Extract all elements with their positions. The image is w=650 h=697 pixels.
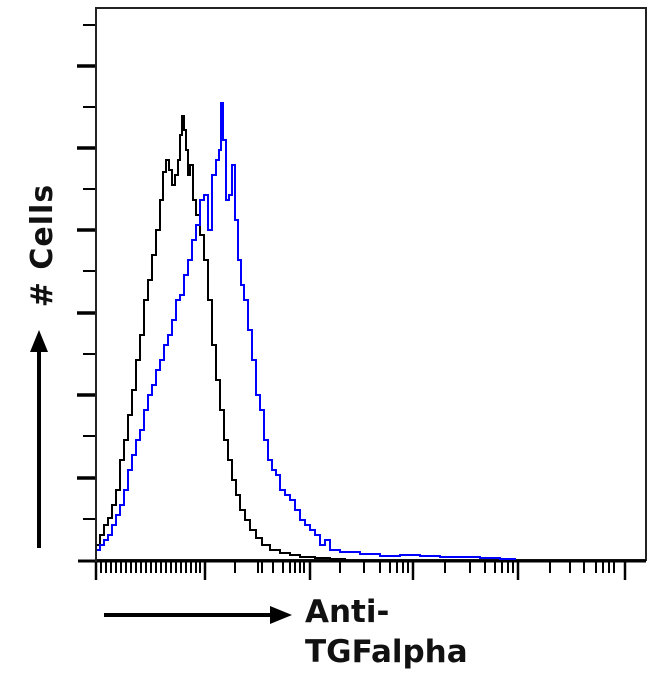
series-anti-tgfalpha: [97, 102, 516, 560]
x-axis-arrow-icon: [104, 606, 292, 624]
x-axis-label: Anti- TGFalpha: [305, 592, 468, 672]
x-axis-label-line2: TGFalpha: [305, 634, 468, 670]
plot-frame: [95, 7, 647, 561]
y-axis-arrow-icon: [30, 330, 48, 548]
y-axis-label-text: # Cells: [25, 183, 61, 307]
y-axis-label: # Cells: [18, 165, 68, 325]
y-axis-ticks: [77, 24, 96, 520]
x-axis-ticks: [94, 561, 627, 580]
series-layer: [97, 102, 516, 560]
series-isotype-control: [97, 115, 346, 560]
x-axis-label-line1: Anti-: [305, 594, 390, 630]
